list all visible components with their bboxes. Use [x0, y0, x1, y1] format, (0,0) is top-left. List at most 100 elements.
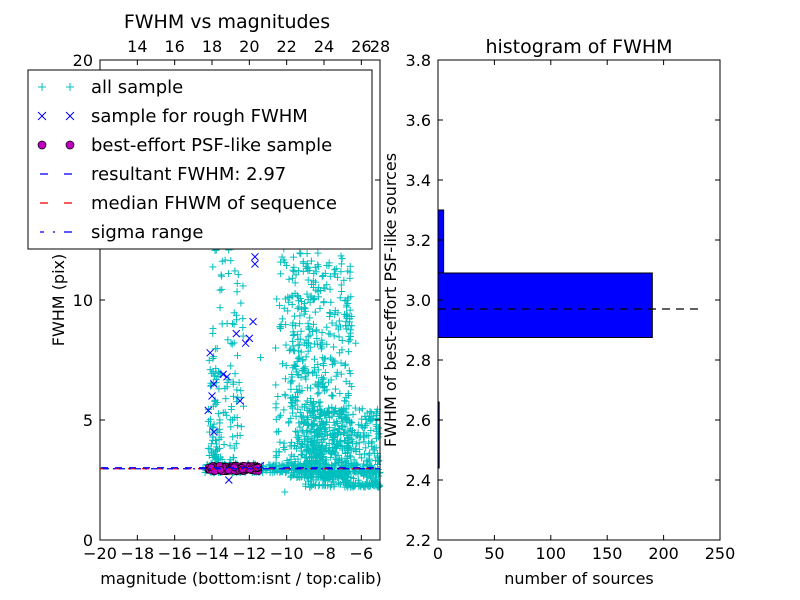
- legend-entries: all sample sample for rough FWHM best-effo…: [37, 77, 337, 243]
- all-sample-point: [276, 438, 284, 446]
- all-sample-point: [337, 281, 345, 289]
- all-sample-point: [209, 263, 217, 271]
- right-x-tick-label: 50: [484, 544, 504, 563]
- all-sample-point: [288, 301, 296, 309]
- all-sample-point: [295, 382, 303, 390]
- all-sample-point: [325, 262, 333, 270]
- all-sample-point: [337, 252, 345, 260]
- all-sample-point: [306, 331, 314, 339]
- all-sample-point: [235, 378, 243, 386]
- all-sample-point: [327, 453, 335, 461]
- all-sample-point: [299, 412, 307, 420]
- left-x-tick-label: −18: [120, 544, 154, 563]
- all-sample-point: [278, 253, 286, 261]
- all-sample-point: [281, 488, 289, 496]
- all-sample-point: [303, 446, 311, 454]
- all-sample-point: [362, 444, 370, 452]
- all-sample-point: [314, 366, 322, 374]
- legend-box: [27, 69, 373, 250]
- left-y-tick-label: 10: [73, 291, 93, 310]
- all-sample-point: [275, 448, 283, 456]
- all-sample-point: [318, 336, 326, 344]
- all-sample-point: [232, 440, 240, 448]
- all-sample-point: [306, 409, 314, 417]
- all-sample-point: [317, 345, 325, 353]
- all-sample-point: [204, 405, 212, 413]
- all-sample-point: [304, 415, 312, 423]
- all-sample-point: [343, 417, 351, 425]
- all-sample-point: [324, 468, 332, 476]
- all-sample-point: [275, 427, 283, 435]
- all-sample-point: [276, 301, 284, 309]
- all-sample-point: [331, 449, 339, 457]
- all-sample-point: [299, 258, 307, 266]
- all-sample-point: [296, 341, 304, 349]
- all-sample-point: [360, 438, 368, 446]
- all-sample-point: [292, 412, 300, 420]
- rough-fwhm-point: [241, 339, 250, 348]
- all-sample-point: [323, 409, 331, 417]
- left-y-tick-label: 20: [73, 51, 93, 70]
- all-sample-point: [315, 399, 323, 407]
- all-sample-point: [337, 359, 345, 367]
- all-sample-point: [366, 455, 374, 463]
- all-sample-point: [217, 271, 225, 279]
- all-sample-point: [287, 377, 295, 385]
- all-sample-point: [338, 411, 346, 419]
- right-x-tick-label: 0: [433, 544, 443, 563]
- all-sample-point: [282, 469, 290, 477]
- all-sample-point: [338, 288, 346, 296]
- all-sample-point: [226, 442, 234, 450]
- all-sample-point: [296, 320, 304, 328]
- all-sample-point: [294, 305, 302, 313]
- all-sample-point: [314, 261, 322, 269]
- all-sample-point: [289, 266, 297, 274]
- all-sample-point: [282, 341, 290, 349]
- all-sample-point: [336, 323, 344, 331]
- all-sample-point: [332, 372, 340, 380]
- all-sample-point: [212, 379, 220, 387]
- all-sample-point: [314, 360, 322, 368]
- all-sample-point: [318, 272, 326, 280]
- all-sample-point: [351, 404, 359, 412]
- right-y-tick-label: 2.4: [406, 471, 431, 490]
- all-sample-point: [304, 267, 312, 275]
- all-sample-point: [307, 293, 315, 301]
- all-sample-point: [293, 358, 301, 366]
- all-sample-point: [309, 421, 317, 429]
- all-sample-point: [239, 315, 247, 323]
- all-sample-point: [293, 397, 301, 405]
- all-sample-point: [306, 314, 314, 322]
- all-sample-point: [321, 425, 329, 433]
- all-sample-point: [257, 354, 265, 362]
- all-sample-point: [280, 406, 288, 414]
- all-sample-point: [274, 392, 282, 400]
- all-sample-point: [324, 446, 332, 454]
- all-sample-point: [305, 461, 313, 469]
- right-bars: [437, 209, 653, 469]
- all-sample-point: [294, 267, 302, 275]
- all-sample-point: [233, 413, 241, 421]
- all-sample-point: [261, 466, 269, 474]
- legend-label: all sample: [91, 77, 183, 98]
- all-sample-point: [225, 376, 233, 384]
- left-x-tick-label: −6: [350, 544, 374, 563]
- all-sample-point: [337, 268, 345, 276]
- all-sample-point: [374, 433, 382, 441]
- all-sample-point: [335, 425, 343, 433]
- all-sample-point: [230, 444, 238, 452]
- all-sample-point: [224, 270, 232, 278]
- all-sample-point: [336, 456, 344, 464]
- all-sample-point: [315, 468, 323, 476]
- all-sample-point: [293, 433, 301, 441]
- right-y-tick-label: 3.8: [406, 51, 431, 70]
- legend-entry: all sample: [38, 77, 183, 98]
- all-sample-point: [212, 451, 220, 459]
- all-sample-point: [341, 474, 349, 482]
- all-sample-point: [291, 362, 299, 370]
- all-sample-point: [297, 348, 305, 356]
- all-sample-point: [311, 407, 319, 415]
- all-sample-point: [218, 272, 226, 280]
- all-sample-point: [345, 337, 353, 345]
- all-sample-point: [216, 369, 224, 377]
